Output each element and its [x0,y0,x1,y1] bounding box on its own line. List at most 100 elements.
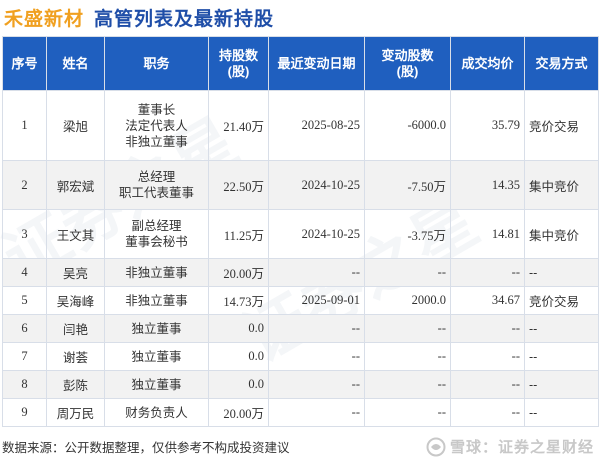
cell-price: -- [450,398,525,427]
cell-change: -- [364,370,451,399]
table-row: 7 谢荟 独立董事 0.0 -- -- -- -- [2,342,599,371]
cell-name: 彭陈 [46,370,105,399]
position-line: 董事长 [137,102,176,117]
brand-logo: 雪球：证券之星财经 [426,436,594,457]
snowball-icon [426,437,446,456]
table-row: 2 郭宏斌 总经理 职工代表董事 22.50万 2024-10-25 -7.50万 14.35… [2,160,599,210]
cell-price: 14.81 [450,209,525,259]
table-row: 6 闫艳 独立董事 0.0 -- -- -- -- [2,314,599,343]
cell-name: 吴海峰 [46,286,105,315]
cell-price: -- [450,342,525,371]
cell-price: -- [450,314,525,343]
cell-holding: 0.0 [208,314,269,343]
table-row: 4 吴亮 非独立董事 20.00万 -- -- -- -- [2,258,599,287]
cell-method: -- [524,370,599,399]
cell-seq: 8 [2,370,47,399]
header-position: 职务 [104,36,209,91]
cell-date: -- [268,370,365,399]
executive-table: 序号 姓名 职务 持股数 (股) 最近变动日期 变动股数 (股) 成交均价 交易… [2,36,599,427]
cell-name: 闫艳 [46,314,105,343]
cell-position: 董事长 法定代表人 非独立董事 [104,90,209,161]
table-row: 8 彭陈 独立董事 0.0 -- -- -- -- [2,370,599,399]
table-row: 9 周万民 财务负责人 20.00万 -- -- -- -- [2,398,599,427]
position-line: 副总经理 [131,219,182,233]
cell-change: -7.50万 [364,160,451,210]
cell-method: -- [524,342,599,371]
cell-date: 2025-08-25 [268,90,365,161]
cell-position: 非独立董事 [104,258,209,287]
cell-method: -- [524,314,599,343]
cell-name: 郭宏斌 [46,160,105,210]
cell-change: -6000.0 [364,90,451,161]
cell-method: -- [524,258,599,287]
cell-method: 竞价交易 [524,90,599,161]
header-change-line1: 变动股数 [381,47,434,63]
position-line: 独立董事 [131,321,182,336]
header-price: 成交均价 [450,36,525,91]
cell-name: 周万民 [46,398,105,427]
company-name: 禾盛新材 [4,8,85,30]
cell-change: -3.75万 [364,209,451,259]
cell-seq: 4 [2,258,47,287]
cell-change: -- [364,342,451,371]
cell-position: 独立董事 [104,314,209,343]
cell-date: -- [268,398,365,427]
page-title: 高管列表及最新持股 [94,8,275,30]
position-line: 职工代表董事 [118,186,194,200]
cell-name: 谢荟 [46,342,105,371]
position-line: 非独立董事 [125,293,188,308]
cell-price: 14.35 [450,160,525,210]
cell-position: 非独立董事 [104,286,209,315]
cell-holding: 0.0 [208,342,269,371]
cell-holding: 21.40万 [208,90,269,161]
cell-position: 总经理 职工代表董事 [104,160,209,210]
cell-holding: 0.0 [208,370,269,399]
cell-date: -- [268,342,365,371]
position-line: 独立董事 [131,349,182,364]
footer: 数据来源：公开数据整理，仅供参考不构成投资建议 雪球：证券之星财经 [0,432,600,461]
cell-seq: 1 [2,90,47,161]
cell-method: 竞价交易 [524,286,599,315]
cell-method: 集中竞价 [524,160,599,210]
header-name: 姓名 [46,36,105,91]
table-row: 1 梁旭 董事长 法定代表人 非独立董事 21.40万 2025-08-25 -6000.0 3… [2,90,599,161]
cell-position: 财务负责人 [104,398,209,427]
cell-holding: 20.00万 [208,398,269,427]
header-date: 最近变动日期 [268,36,365,91]
header-holding-line1: 持股数 [218,47,258,63]
cell-date: 2024-10-25 [268,209,365,259]
header-holding-line2: (股) [227,63,250,79]
cell-seq: 6 [2,314,47,343]
header-change: 变动股数 (股) [364,36,451,91]
table-row: 5 吴海峰 非独立董事 14.73万 2025-09-01 2000.0 34.67 竞价交易 [2,286,599,315]
cell-name: 吴亮 [46,258,105,287]
cell-name: 王文其 [46,209,105,259]
cell-seq: 5 [2,286,47,315]
cell-seq: 2 [2,160,47,210]
cell-date: 2024-10-25 [268,160,365,210]
cell-holding: 22.50万 [208,160,269,210]
cell-position: 独立董事 [104,342,209,371]
position-line: 总经理 [137,170,176,184]
cell-name: 梁旭 [46,90,105,161]
cell-change: -- [364,258,451,287]
header-holding: 持股数 (股) [208,36,269,91]
cell-price: -- [450,258,525,287]
cell-holding: 11.25万 [208,209,269,259]
cell-change: -- [364,314,451,343]
cell-change: 2000.0 [364,286,451,315]
position-line: 财务负责人 [125,405,188,420]
cell-holding: 20.00万 [208,258,269,287]
table-header-row: 序号 姓名 职务 持股数 (股) 最近变动日期 变动股数 (股) 成交均价 交易… [2,36,599,91]
cell-seq: 9 [2,398,47,427]
cell-position: 副总经理 董事会秘书 [104,209,209,259]
cell-price: 34.67 [450,286,525,315]
cell-seq: 3 [2,209,47,259]
cell-date: -- [268,314,365,343]
cell-seq: 7 [2,342,47,371]
position-line: 独立董事 [131,377,182,392]
header-change-line2: (股) [396,63,419,79]
table-row: 3 王文其 副总经理 董事会秘书 11.25万 2024-10-25 -3.75万 14.81… [2,209,599,259]
header-seq: 序号 [2,36,47,91]
cell-date: -- [268,258,365,287]
